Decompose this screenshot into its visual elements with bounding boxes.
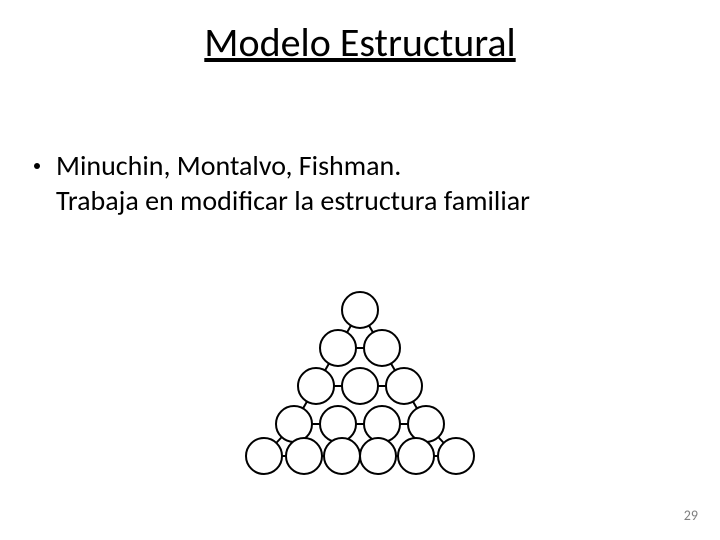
diagram-node <box>246 438 282 474</box>
diagram-node <box>360 438 396 474</box>
bullet-text: Minuchin, Montalvo, Fishman. Trabaja en … <box>56 148 674 218</box>
diagram-node <box>364 406 400 442</box>
bullet-item: Minuchin, Montalvo, Fishman. Trabaja en … <box>34 148 674 218</box>
diagram-node <box>298 368 334 404</box>
diagram-node <box>438 438 474 474</box>
diagram-node <box>364 330 400 366</box>
diagram-node <box>342 292 378 328</box>
slide: Modelo Estructural Minuchin, Montalvo, F… <box>0 0 720 540</box>
bullet-line-1: Minuchin, Montalvo, Fishman. <box>56 148 401 183</box>
diagram-node <box>286 438 322 474</box>
diagram-node <box>342 368 378 404</box>
diagram-node <box>320 406 356 442</box>
triangle-diagram <box>244 290 476 476</box>
diagram-node <box>320 330 356 366</box>
bullet-marker-icon <box>34 163 40 169</box>
diagram-node <box>398 438 434 474</box>
slide-title: Modelo Estructural <box>0 18 720 67</box>
bullet-line-2: Trabaja en modificar la estructura famil… <box>56 183 530 218</box>
diagram-node <box>386 368 422 404</box>
diagram-node <box>408 406 444 442</box>
diagram-svg <box>244 290 476 476</box>
bullet-block: Minuchin, Montalvo, Fishman. Trabaja en … <box>34 148 674 218</box>
page-number: 29 <box>684 507 698 524</box>
diagram-node <box>276 406 312 442</box>
diagram-node <box>324 438 360 474</box>
